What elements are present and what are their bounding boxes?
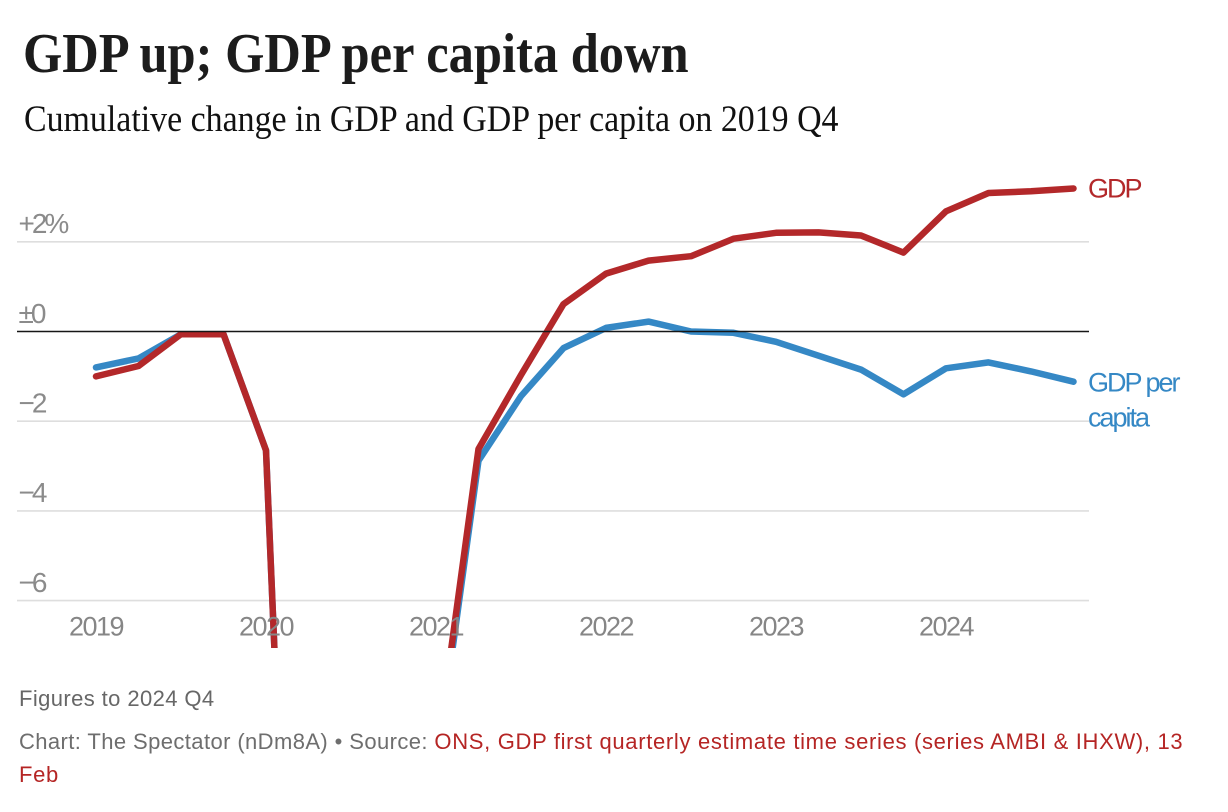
svg-text:capita: capita <box>1088 403 1151 433</box>
svg-text:GDP: GDP <box>1088 174 1142 204</box>
svg-text:2020: 2020 <box>239 612 294 642</box>
svg-text:±0: ±0 <box>19 298 46 329</box>
svg-text:2023: 2023 <box>749 612 804 642</box>
svg-text:+2%: +2% <box>19 208 69 239</box>
svg-text:−2: −2 <box>19 387 47 418</box>
svg-text:2024: 2024 <box>919 612 975 642</box>
svg-text:−4: −4 <box>19 477 47 508</box>
svg-text:2021: 2021 <box>409 612 464 642</box>
svg-text:2022: 2022 <box>579 612 634 642</box>
svg-text:2019: 2019 <box>69 612 124 642</box>
svg-text:GDP per: GDP per <box>1088 368 1181 398</box>
svg-text:−6: −6 <box>19 567 47 598</box>
